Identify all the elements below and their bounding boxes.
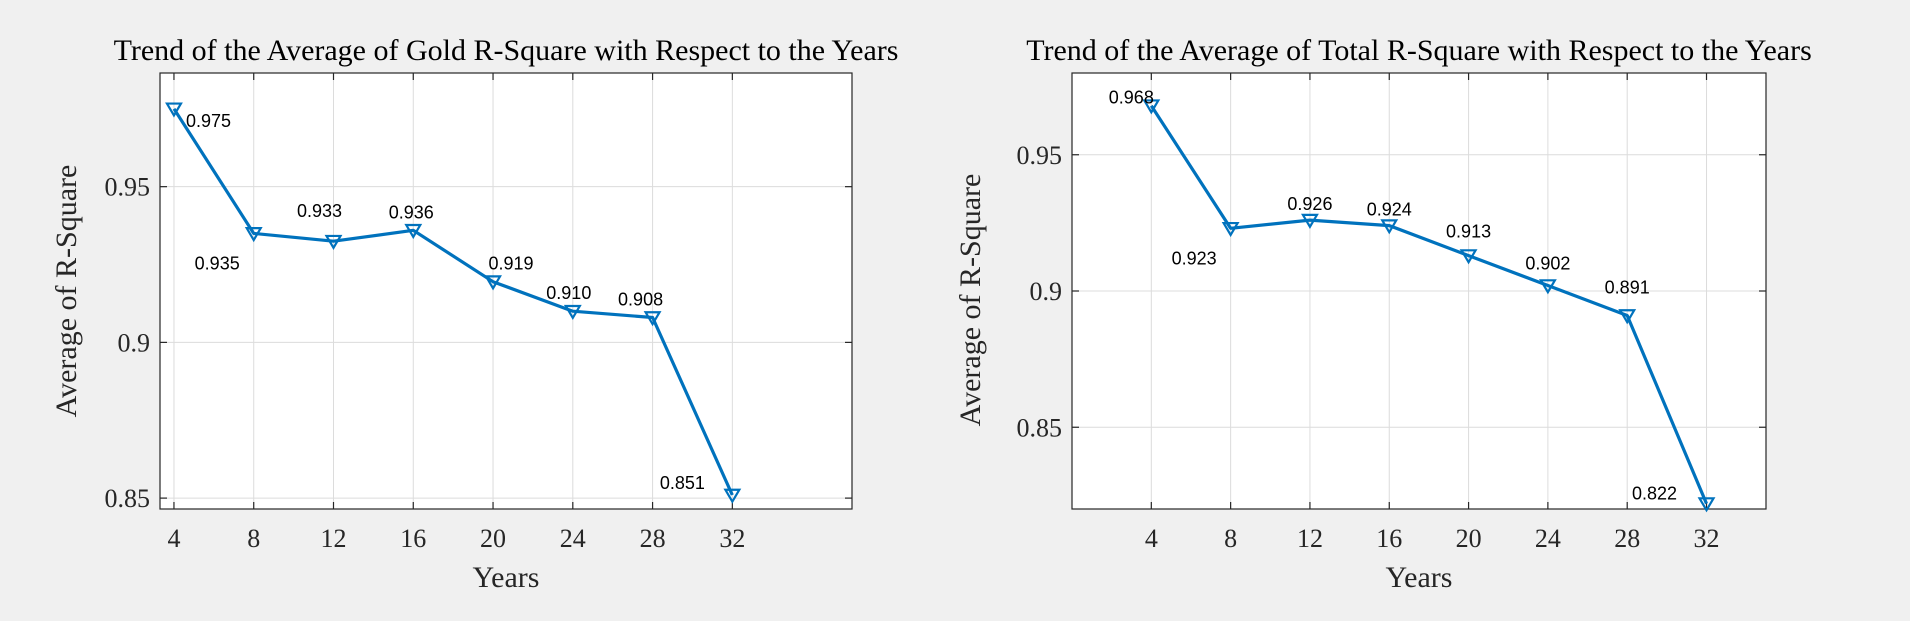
data-point-marker xyxy=(723,488,742,504)
x-tick-label: 16 xyxy=(400,524,426,553)
data-point-marker xyxy=(484,275,502,291)
x-tick-label: 32 xyxy=(719,524,745,553)
x-tick-label: 24 xyxy=(560,524,586,553)
y-axis-label: Average of R-Square xyxy=(50,165,83,418)
data-label: 0.851 xyxy=(660,473,705,493)
x-tick-label: 16 xyxy=(1376,524,1402,553)
data-label: 0.902 xyxy=(1525,254,1570,274)
data-label: 0.910 xyxy=(546,283,591,303)
data-point-marker xyxy=(1221,221,1240,238)
data-label: 0.933 xyxy=(297,201,342,221)
data-point-marker xyxy=(643,311,662,327)
data-label: 0.908 xyxy=(618,289,663,309)
data-label: 0.935 xyxy=(195,253,240,273)
chart-panel-2: 4 8 12 16 20 24 28 32 0.85 0.9 0.95 Trend of the Av… xyxy=(954,34,1812,594)
data-point-marker xyxy=(1459,249,1478,265)
data-point-marker xyxy=(1142,99,1161,115)
x-tick-label: 4 xyxy=(1145,524,1158,553)
series-line xyxy=(1149,104,1708,505)
x-axis-label: Years xyxy=(1386,561,1453,594)
x-tick-label: 12 xyxy=(320,524,346,553)
data-label: 0.975 xyxy=(186,111,231,131)
y-tick-label: 0.95 xyxy=(105,173,151,202)
data-point-marker xyxy=(1618,309,1637,325)
x-tick-label: 20 xyxy=(1456,524,1482,553)
data-label: 0.891 xyxy=(1605,278,1650,298)
x-tick-label: 8 xyxy=(1224,524,1237,553)
x-tick-label: 24 xyxy=(1535,524,1561,553)
y-tick-label: 0.85 xyxy=(1017,413,1063,442)
plot-area xyxy=(160,73,852,509)
data-label: 0.913 xyxy=(1446,222,1491,242)
data-point-marker xyxy=(1380,219,1399,235)
data-label: 0.968 xyxy=(1109,88,1154,108)
data-label: 0.924 xyxy=(1367,200,1412,220)
data-label: 0.919 xyxy=(489,254,534,274)
chart-title: Trend of the Average of Gold R-Square wi… xyxy=(114,34,899,67)
chart-panel-1: 4 8 12 16 20 24 28 32 0.85 0.9 0.95 Trend of the Av… xyxy=(50,34,898,594)
x-tick-label: 28 xyxy=(1614,524,1640,553)
y-tick-label: 0.9 xyxy=(1030,277,1063,306)
data-point-marker xyxy=(1697,497,1716,513)
data-point-marker xyxy=(324,234,343,250)
x-tick-label: 12 xyxy=(1297,524,1323,553)
series-line xyxy=(172,107,734,496)
data-point-marker xyxy=(563,304,582,321)
y-axis-label: Average of R-Square xyxy=(954,174,987,427)
data-point-marker xyxy=(165,102,183,118)
x-axis-label: Years xyxy=(473,561,540,594)
data-label: 0.926 xyxy=(1287,194,1332,214)
chart-title: Trend of the Average of Total R-Square w… xyxy=(1026,34,1812,67)
data-label: 0.822 xyxy=(1632,484,1677,504)
data-point-marker xyxy=(404,223,423,240)
x-tick-label: 8 xyxy=(247,524,260,553)
axes-box xyxy=(159,72,853,510)
y-tick-label: 0.95 xyxy=(1017,141,1063,170)
x-tick-label: 28 xyxy=(640,524,666,553)
y-tick-label: 0.9 xyxy=(118,328,151,357)
x-tick-label: 20 xyxy=(480,524,506,553)
y-tick-label: 0.85 xyxy=(105,484,151,513)
data-point-marker xyxy=(1538,279,1557,295)
data-point-marker xyxy=(1301,213,1319,229)
x-tick-label: 32 xyxy=(1694,524,1720,553)
data-point-marker xyxy=(244,227,263,243)
x-tick-label: 4 xyxy=(167,524,180,553)
data-label: 0.923 xyxy=(1172,248,1217,268)
data-label: 0.936 xyxy=(389,202,434,222)
